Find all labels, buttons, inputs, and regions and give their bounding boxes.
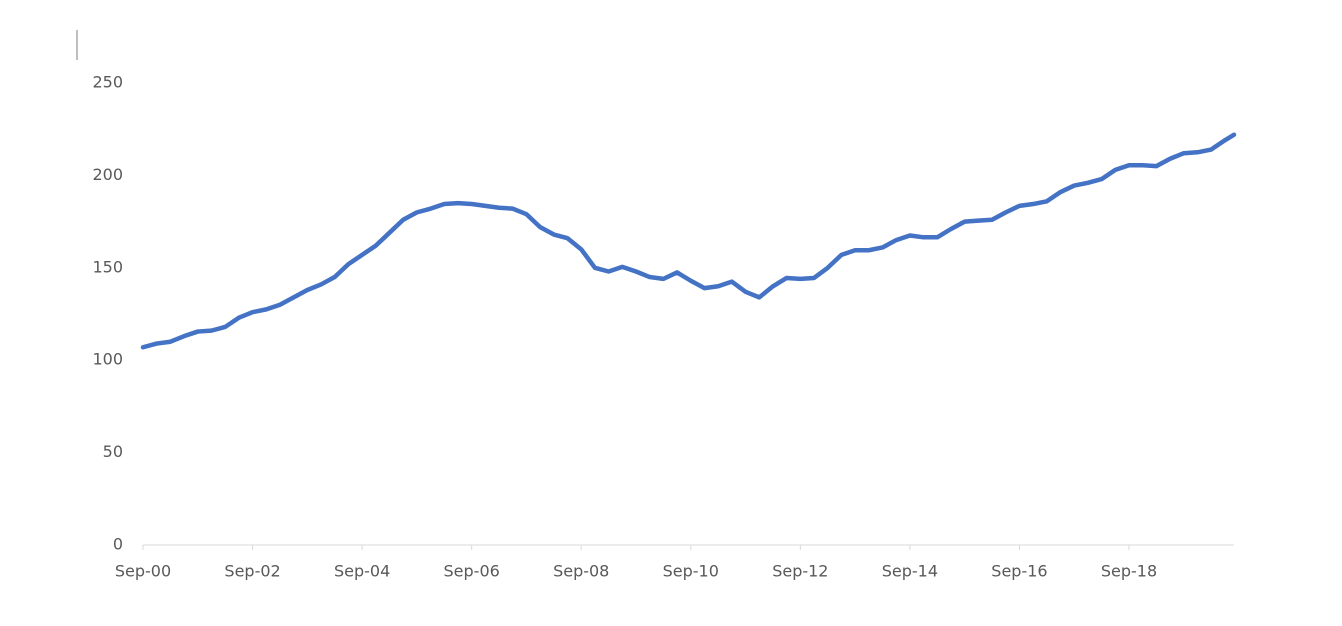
y-tick-label: 200 (92, 165, 123, 184)
x-tick-label: Sep-10 (663, 562, 719, 581)
y-tick-label: 0 (113, 535, 123, 554)
x-tick-label: Sep-12 (772, 562, 828, 581)
y-tick-label: 50 (103, 442, 123, 461)
y-tick-label: 250 (92, 73, 123, 92)
x-tick-label: Sep-02 (224, 562, 280, 581)
x-tick-label: Sep-18 (1101, 562, 1157, 581)
data-line (140, 132, 1237, 350)
x-tick-label: Sep-00 (115, 562, 171, 581)
y-tick-label: 150 (92, 257, 123, 276)
x-tick-label: Sep-08 (553, 562, 609, 581)
x-tick-label: Sep-14 (882, 562, 938, 581)
y-tick-label: 100 (92, 350, 123, 369)
x-tick-label: Sep-16 (991, 562, 1047, 581)
x-tick-label: Sep-04 (334, 562, 390, 581)
x-tick-label: Sep-06 (444, 562, 500, 581)
